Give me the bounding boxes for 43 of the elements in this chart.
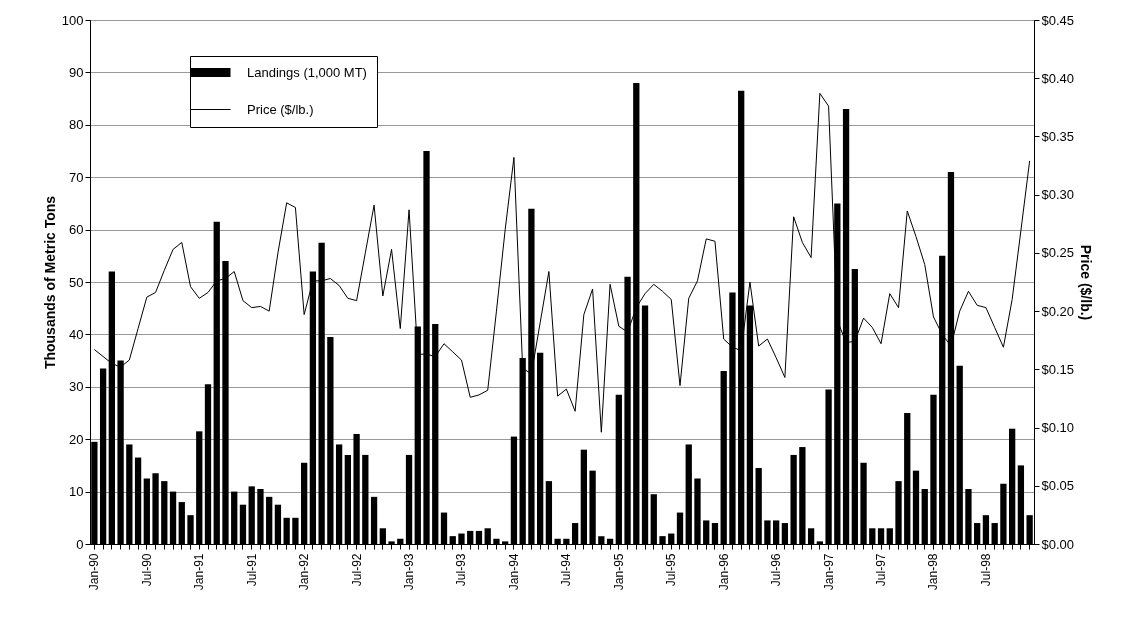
- y2-tick-label: $0.05: [1041, 478, 1075, 494]
- x-tick-label: Jan-92: [297, 553, 312, 591]
- y2-tick-label: $0.30: [1041, 187, 1075, 203]
- y2-tick-label: $0.00: [1041, 536, 1075, 552]
- y2-tick-label: $0.10: [1041, 420, 1075, 436]
- y2-tick-label: $0.20: [1041, 303, 1075, 319]
- y-tick-label: 100: [61, 12, 84, 28]
- x-tick-label: Jul-94: [559, 553, 574, 587]
- x-tick-label: Jan-90: [87, 553, 102, 591]
- x-tick-label: Jan-97: [821, 553, 836, 591]
- x-tick-label: Jul-96: [769, 553, 784, 587]
- y-tick-label: 20: [69, 431, 84, 447]
- y-tick-label: 80: [69, 117, 84, 133]
- y-tick-label: 70: [69, 169, 84, 185]
- legend-label: Price ($/lb.): [247, 101, 314, 117]
- y2-tick-label: $0.15: [1041, 361, 1075, 377]
- y-tick-label: 10: [69, 484, 84, 500]
- x-tick-label: Jul-90: [139, 553, 154, 587]
- x-tick-label: Jan-98: [926, 553, 941, 591]
- legend-label: Landings (1,000 MT): [247, 64, 367, 80]
- y2-tick-label: $0.25: [1041, 245, 1075, 261]
- x-tick-label: Jan-96: [716, 553, 731, 591]
- x-tick-label: Jan-93: [402, 553, 417, 591]
- x-tick-label: Jul-95: [664, 553, 679, 587]
- y-tick-label: 0: [76, 536, 84, 552]
- y2-axis-title: Price ($/lb.): [1078, 244, 1095, 321]
- y2-tick-label: $0.40: [1041, 70, 1075, 86]
- x-tick-label: Jul-91: [244, 553, 259, 587]
- x-tick-label: Jul-93: [454, 553, 469, 587]
- x-tick-label: Jan-91: [192, 553, 207, 591]
- x-tick-label: Jul-92: [349, 553, 364, 587]
- y-axis-title: Thousands of Metric Tons: [41, 195, 58, 370]
- y-tick-label: 60: [69, 222, 84, 238]
- x-tick-label: Jul-97: [874, 553, 889, 587]
- y-tick-label: 90: [69, 64, 84, 80]
- y2-tick-label: $0.35: [1041, 128, 1075, 144]
- x-tick-label: Jan-94: [506, 553, 521, 591]
- y-tick-label: 40: [69, 326, 84, 342]
- x-tick-label: Jan-95: [611, 553, 626, 591]
- y-tick-label: 30: [69, 379, 84, 395]
- x-tick-label: Jul-98: [978, 553, 993, 587]
- y-tick-label: 50: [69, 274, 84, 290]
- y2-tick-label: $0.45: [1041, 12, 1075, 28]
